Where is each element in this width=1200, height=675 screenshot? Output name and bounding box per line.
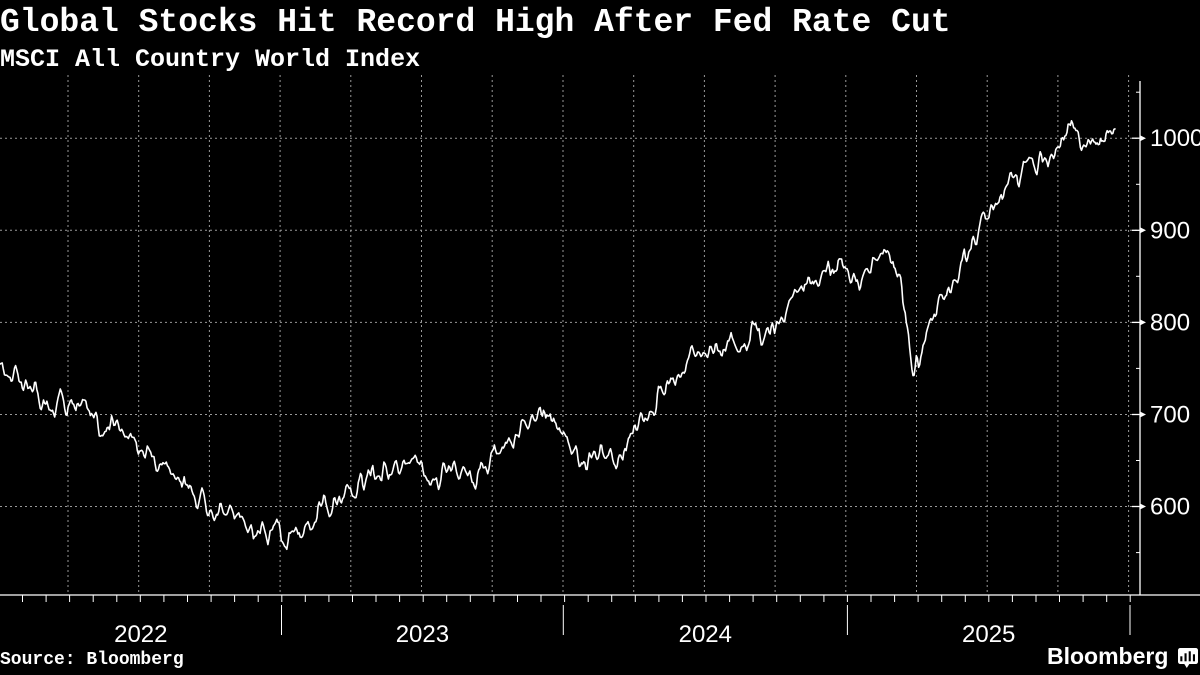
svg-text:2024: 2024 — [679, 621, 732, 648]
svg-text:2023: 2023 — [396, 621, 449, 648]
svg-text:700: 700 — [1150, 402, 1190, 429]
svg-text:1000: 1000 — [1150, 125, 1200, 152]
svg-text:2022: 2022 — [114, 621, 167, 648]
svg-text:900: 900 — [1150, 217, 1190, 244]
svg-text:2025: 2025 — [962, 621, 1015, 648]
svg-text:600: 600 — [1150, 494, 1190, 521]
svg-text:800: 800 — [1150, 309, 1190, 336]
